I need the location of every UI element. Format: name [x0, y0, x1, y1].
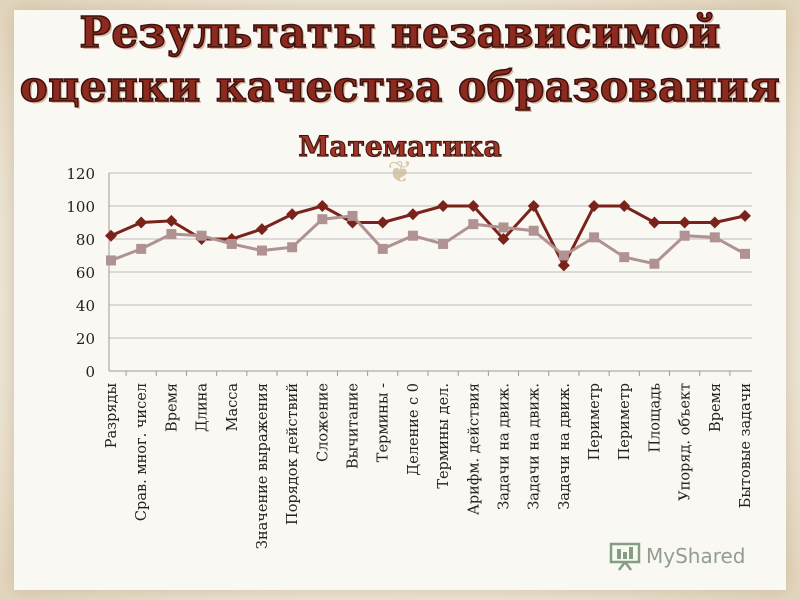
series-2-point — [498, 222, 509, 233]
y-tick-label: 100 — [66, 198, 95, 216]
slide-panel — [14, 10, 786, 590]
series-2-point — [709, 232, 720, 243]
x-axis-labels: Разряды Срав. мног. чисел Время Длина Масса З… — [104, 383, 754, 550]
series-2-line — [110, 214, 746, 266]
x-tick-label: Площадь — [647, 383, 663, 453]
series-2-point — [347, 210, 358, 221]
series-2-point — [377, 243, 388, 254]
grid-lines — [108, 172, 752, 376]
series-2-point — [196, 230, 207, 241]
series-2-point — [558, 250, 569, 261]
x-tick-label: Термины - — [376, 383, 392, 462]
series-2-point — [649, 258, 660, 269]
series-1-point — [588, 200, 601, 212]
series-2-point — [256, 245, 267, 256]
series-1-point — [105, 229, 117, 242]
x-tick-label: Арифм. действия — [466, 383, 482, 515]
y-tick-label: 120 — [66, 165, 95, 183]
series-1-point — [527, 200, 540, 212]
series-layer — [105, 200, 751, 272]
x-tick-label: Задачи на движ. — [527, 383, 543, 510]
series-2-point — [317, 214, 328, 225]
series-1-point — [406, 208, 419, 221]
y-axis-labels: 0 20 40 60 80 100 120 — [66, 165, 95, 381]
presentation-icon — [609, 542, 641, 571]
series-1-point — [678, 216, 691, 229]
chart-subtitle: Математика — [298, 130, 502, 164]
series-2-point — [166, 229, 177, 240]
series-2-point — [468, 219, 479, 230]
watermark-text: MyShared — [646, 544, 746, 568]
x-tick-label: Упоряд. объект — [678, 383, 694, 501]
x-tick-label: Порядок действий — [285, 383, 301, 525]
series-1-point — [255, 223, 268, 236]
x-tick-label: Срав. мног. чисел — [134, 383, 150, 521]
series-1-point — [316, 200, 329, 212]
series-2-point — [740, 248, 750, 259]
x-tick-label: Значение выражения — [255, 383, 271, 549]
series-1-point — [165, 214, 178, 227]
y-tick-label: 0 — [85, 363, 95, 381]
x-tick-label: Бытовые задачи — [738, 383, 754, 508]
series-1-point — [648, 216, 661, 229]
x-tick-label: Задачи на движ. — [496, 383, 512, 510]
slide-title-line-2: оценки качества образования — [19, 61, 781, 112]
x-tick-label: Время — [164, 383, 180, 432]
x-tick-label: Время — [708, 383, 724, 432]
y-tick-label: 20 — [76, 330, 95, 348]
x-tick-label: Периметр — [587, 383, 603, 460]
series-2-point — [136, 243, 147, 254]
series-2-point — [679, 230, 690, 241]
series-2-point — [438, 238, 449, 249]
x-tick-label: Задачи на движ. — [557, 383, 573, 510]
y-tick-label: 60 — [76, 264, 95, 282]
series-1-point — [437, 200, 450, 212]
series-2-point — [106, 255, 116, 266]
series-2-point — [226, 238, 237, 249]
series-1-point — [467, 200, 480, 212]
series-1-point — [497, 233, 510, 245]
series-2-point — [287, 242, 298, 253]
series-1-point — [376, 216, 389, 229]
series-2-point — [528, 225, 539, 236]
slide-title-line-1: Результаты независимой — [79, 7, 721, 58]
series-1-point — [286, 208, 299, 221]
y-tick-label: 80 — [76, 231, 95, 249]
series-1-point — [708, 216, 721, 229]
x-tick-label: Разряды — [104, 383, 120, 449]
series-1-point — [618, 200, 631, 212]
watermark: MyShared — [608, 538, 746, 574]
x-tick-label: Длина — [195, 383, 211, 432]
y-tick-label: 40 — [76, 297, 95, 315]
x-tick-label: Вычитание — [346, 383, 362, 469]
x-tick-label: Термины дел. — [436, 383, 452, 489]
series-2-point — [407, 230, 418, 241]
series-1-point — [557, 259, 570, 272]
x-tick-label: Масса — [225, 383, 241, 432]
series-2-point — [589, 232, 600, 243]
series-2-point — [619, 252, 630, 263]
series-1-point — [739, 209, 751, 222]
series-1-point — [135, 216, 148, 229]
x-tick-label: Периметр — [617, 383, 633, 460]
x-tick-label: Сложение — [315, 383, 331, 462]
x-tick-label: Деление с 0 — [406, 383, 422, 476]
